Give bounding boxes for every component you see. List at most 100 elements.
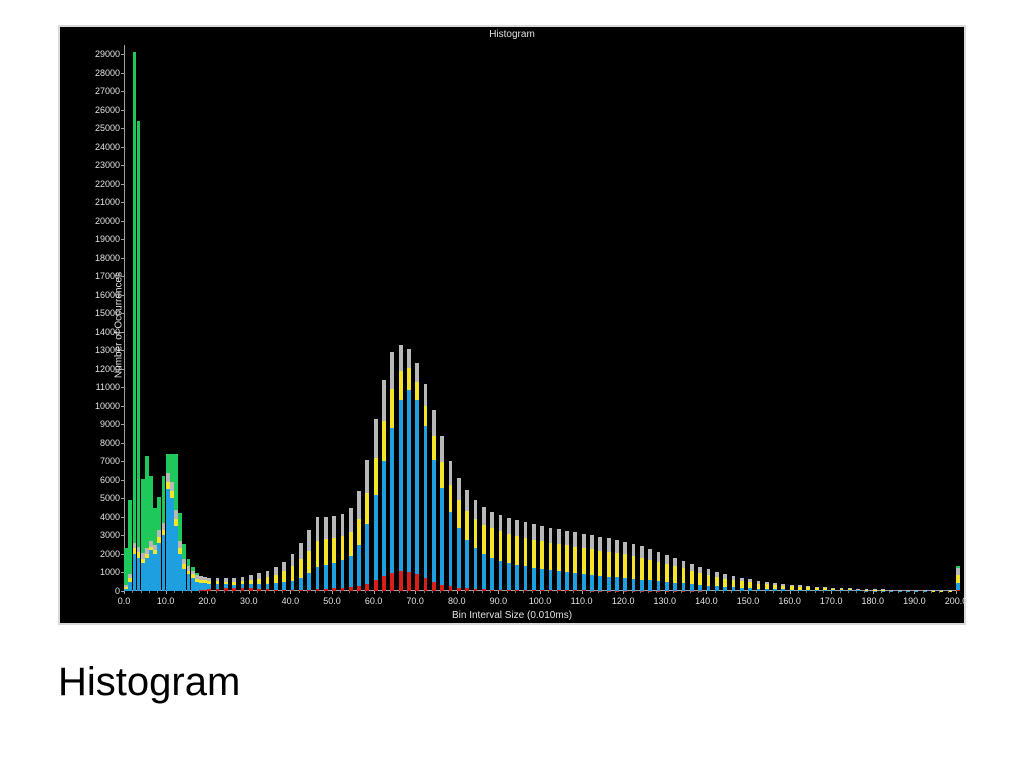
histogram-bar (240, 45, 244, 591)
x-tick-label: 110.0 (571, 596, 593, 606)
bar-segment-yellow (507, 534, 511, 563)
y-tick-label: 13000 (95, 345, 120, 355)
x-tick-label: 120.0 (612, 596, 635, 606)
histogram-bar (573, 45, 577, 591)
bar-segment-gray (540, 526, 544, 541)
bar-segment-yellow (823, 588, 827, 590)
bar-segment-yellow (232, 582, 236, 585)
histogram-bar (349, 45, 353, 591)
bar-segment-gray (357, 491, 361, 519)
bar-segment-red (407, 572, 411, 591)
bar-segment-gray (748, 579, 752, 582)
histogram-bar (681, 45, 685, 591)
bar-segment-red (432, 582, 436, 591)
bar-segment-red (390, 573, 394, 592)
bar-segment-yellow (432, 436, 436, 460)
bar-segment-gray (274, 567, 278, 574)
x-tick-label: 160.0 (778, 596, 801, 606)
bar-segment-yellow (657, 562, 661, 582)
y-tick-label: 8000 (100, 438, 120, 448)
histogram-bar (706, 45, 710, 591)
histogram-bar (440, 45, 444, 591)
bar-segment-gray (665, 555, 669, 564)
bar-segment-gray (457, 478, 461, 500)
histogram-bar (290, 45, 294, 591)
bar-segment-gray (524, 522, 528, 538)
histogram-bar (590, 45, 594, 591)
bar-segment-yellow (407, 368, 411, 390)
histogram-bar (582, 45, 586, 591)
histogram-bar (498, 45, 502, 591)
x-tick-label: 130.0 (654, 596, 677, 606)
bar-segment-yellow (465, 511, 469, 541)
histogram-bar (390, 45, 394, 591)
bar-segment-yellow (707, 575, 711, 586)
bar-segment-gray (257, 573, 261, 579)
histogram-bar (748, 45, 752, 591)
y-tick-label: 21000 (95, 197, 120, 207)
bar-segment-gray (815, 587, 819, 588)
histogram-bar (665, 45, 669, 591)
histogram-bar (540, 45, 544, 591)
bar-segment-blue (457, 528, 461, 587)
page: Histogram Number of Occurrences Bin Inte… (0, 0, 1024, 768)
bar-segment-yellow (765, 584, 769, 588)
bar-segment-yellow (757, 584, 761, 589)
bar-segment-gray (840, 588, 844, 589)
histogram-bar (806, 45, 810, 591)
chart-title: Histogram (60, 29, 964, 40)
page-caption: Histogram (58, 660, 240, 705)
bar-segment-yellow (324, 539, 328, 565)
bar-segment-gray (316, 517, 320, 541)
histogram-bar (923, 45, 927, 591)
bar-segment-blue (565, 572, 569, 591)
y-tick-label: 12000 (95, 364, 120, 374)
bar-segment-gray (757, 581, 761, 584)
bar-segment-yellow (715, 577, 719, 586)
bar-segment-gray (648, 549, 652, 560)
bar-segment-gray (474, 500, 478, 519)
y-tick-label: 7000 (100, 456, 120, 466)
bar-segment-blue (640, 580, 644, 591)
histogram-bar (532, 45, 536, 591)
bar-segment-yellow (282, 571, 286, 582)
histogram-bar (365, 45, 369, 591)
bar-segment-yellow (590, 549, 594, 575)
bar-segment-gray (640, 546, 644, 557)
bar-segment-gray (232, 578, 236, 582)
histogram-bar (399, 45, 403, 591)
bar-segment-blue (465, 540, 469, 588)
histogram-bar (906, 45, 910, 591)
bar-segment-gray (415, 363, 419, 382)
bar-segment-yellow (440, 462, 444, 488)
histogram-bar (648, 45, 652, 591)
bar-segment-gray (831, 588, 835, 589)
y-tick-label: 19000 (95, 234, 120, 244)
bar-segment-green (956, 566, 960, 568)
histogram-bar (315, 45, 319, 591)
bar-segment-gray (490, 512, 494, 529)
histogram-bar (698, 45, 702, 591)
bar-segment-gray (399, 345, 403, 371)
bar-segment-gray (207, 578, 211, 581)
histogram-bar (873, 45, 877, 591)
histogram-bar (931, 45, 935, 591)
bar-segment-gray (582, 534, 586, 548)
bar-segment-gray (349, 508, 353, 532)
bar-segment-gray (299, 543, 303, 559)
histogram-bar (415, 45, 419, 591)
bar-segment-yellow (798, 587, 802, 590)
y-tick-label: 18000 (95, 253, 120, 263)
histogram-bar (848, 45, 852, 591)
bar-segment-gray (507, 518, 511, 534)
bar-segment-gray (565, 531, 569, 546)
histogram-bar (715, 45, 719, 591)
bar-segment-gray (424, 384, 428, 406)
bar-segment-gray (781, 584, 785, 586)
bar-segment-yellow (415, 382, 419, 401)
bar-segment-gray (390, 352, 394, 389)
bar-segment-yellow (349, 532, 353, 556)
bar-segment-yellow (332, 538, 336, 563)
y-tick-label: 28000 (95, 68, 120, 78)
bar-segment-blue (682, 583, 686, 590)
